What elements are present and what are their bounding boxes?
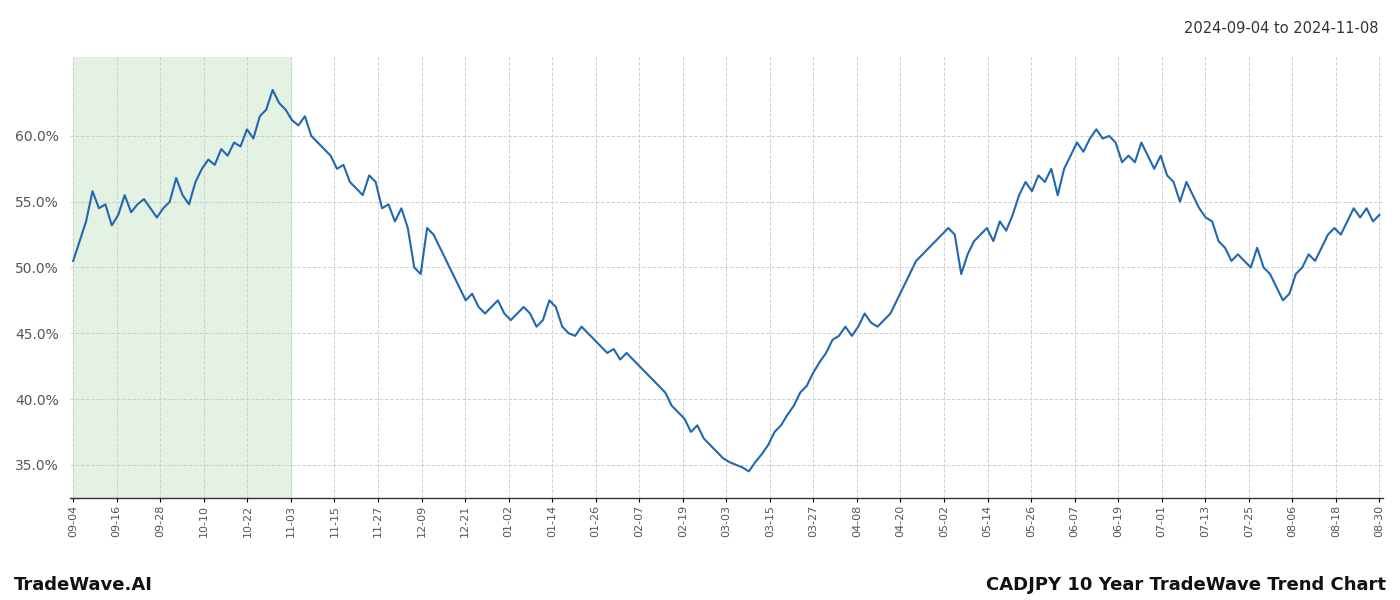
Bar xyxy=(73,57,291,497)
Text: TradeWave.AI: TradeWave.AI xyxy=(14,576,153,594)
Text: 2024-09-04 to 2024-11-08: 2024-09-04 to 2024-11-08 xyxy=(1184,21,1379,36)
Text: CADJPY 10 Year TradeWave Trend Chart: CADJPY 10 Year TradeWave Trend Chart xyxy=(986,576,1386,594)
